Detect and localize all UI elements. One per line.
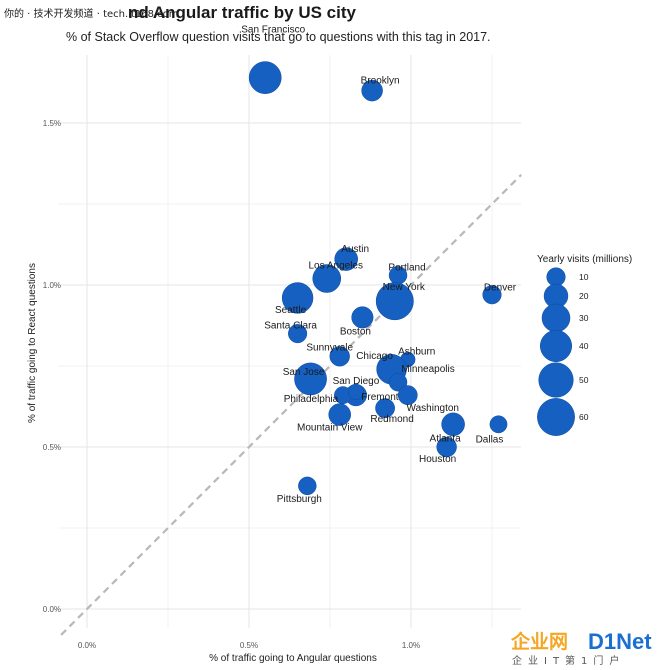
legend-bubble-60 bbox=[537, 398, 575, 436]
x-tick-label-0: 0.0% bbox=[78, 641, 96, 650]
label-seattle: Seattle bbox=[275, 305, 307, 316]
label-ashburn: Ashburn bbox=[398, 347, 435, 358]
city-labels: San Francisco Brooklyn Austin Portland Los A… bbox=[241, 25, 517, 505]
y-tick-label-3: 1.5% bbox=[43, 119, 61, 128]
bubble-sunnyvale bbox=[329, 346, 350, 367]
legend-label-20: 20 bbox=[579, 291, 589, 301]
label-santa-clara: Santa Clara bbox=[264, 321, 317, 332]
y-tick-label-2: 1.0% bbox=[43, 281, 61, 290]
label-los-angeles: Los Angeles bbox=[309, 261, 364, 272]
label-san-jose: San Jose bbox=[283, 367, 325, 378]
bubble-san-jose bbox=[294, 362, 327, 396]
legend: Yearly visits (millions) 10 20 30 40 50 60 bbox=[537, 254, 632, 436]
logo-net-text: D1Net bbox=[588, 629, 652, 654]
label-houston: Houston bbox=[419, 454, 456, 465]
label-philadelphia: Philadelphia bbox=[284, 394, 339, 405]
x-tick-label-1: 0.5% bbox=[240, 641, 258, 650]
y-tick-label-0: 0.0% bbox=[43, 605, 61, 614]
bubble-dallas bbox=[489, 415, 508, 434]
label-san-francisco: San Francisco bbox=[241, 25, 305, 36]
legend-label-30: 30 bbox=[579, 313, 589, 323]
legend-label-10: 10 bbox=[579, 272, 589, 282]
axis-ticks: 0.0% 0.5% 1.0% 0.0% 0.5% 1.0% 1.5% bbox=[43, 119, 420, 650]
legend-bubble-30 bbox=[541, 303, 571, 333]
bubbles bbox=[248, 61, 508, 496]
label-minneapolis: Minneapolis bbox=[401, 364, 454, 375]
label-new-york: New York bbox=[383, 282, 426, 293]
logo-sub-text: 企业IT第1门户 bbox=[512, 654, 625, 667]
bubble-brooklyn bbox=[361, 79, 383, 102]
bubble-houston bbox=[436, 436, 457, 458]
x-tick-label-2: 1.0% bbox=[402, 641, 420, 650]
label-denver: Denver bbox=[484, 283, 517, 294]
label-brooklyn: Brooklyn bbox=[361, 76, 400, 87]
chart-title: nd Angular traffic by US city bbox=[128, 3, 357, 22]
bubble-mountain-view bbox=[328, 403, 351, 426]
bubble-seattle bbox=[281, 282, 314, 314]
chart-subtitle: % of Stack Overflow question visits that… bbox=[66, 30, 491, 44]
legend-title: Yearly visits (millions) bbox=[537, 254, 632, 265]
legend-label-60: 60 bbox=[579, 412, 589, 422]
bubble-boston bbox=[351, 306, 374, 329]
label-san-diego: San Diego bbox=[333, 376, 380, 387]
legend-bubble-10 bbox=[546, 267, 566, 287]
legend-bubble-40 bbox=[539, 329, 573, 363]
bubble-new-york bbox=[375, 282, 414, 321]
bubble-denver bbox=[482, 285, 502, 305]
label-portland: Portland bbox=[388, 262, 425, 273]
bubble-san-francisco bbox=[248, 61, 282, 94]
bubble-pittsburgh bbox=[298, 476, 317, 496]
label-boston: Boston bbox=[340, 326, 371, 337]
label-sunnyvale: Sunnyvale bbox=[306, 342, 353, 353]
label-redmond: Redmond bbox=[370, 414, 413, 425]
bubble-austin bbox=[334, 247, 358, 271]
x-axis-label: % of traffic going to Angular questions bbox=[209, 653, 377, 664]
bubble-redmond bbox=[375, 398, 395, 418]
legend-label-50: 50 bbox=[579, 375, 589, 385]
legend-label-40: 40 bbox=[579, 341, 589, 351]
logo-main-text: 企业网 bbox=[510, 630, 568, 653]
label-pittsburgh: Pittsburgh bbox=[277, 494, 322, 505]
label-fremont: Fremont bbox=[361, 392, 398, 403]
y-axis-label: % of traffic going to React questions bbox=[27, 263, 38, 423]
label-washington: Washington bbox=[407, 403, 459, 414]
bubble-atlanta bbox=[441, 412, 465, 437]
bubble-minneapolis bbox=[388, 373, 408, 392]
y-tick-label-1: 0.5% bbox=[43, 443, 61, 452]
bubble-los-angeles bbox=[312, 264, 342, 293]
legend-bubble-50 bbox=[538, 362, 574, 398]
bubble-santa-clara bbox=[288, 324, 308, 344]
bubble-fremont bbox=[347, 383, 364, 400]
d1net-logo: 企业网 D1Net 企业IT第1门户 bbox=[510, 629, 652, 667]
label-austin: Austin bbox=[341, 244, 369, 255]
label-chicago: Chicago bbox=[356, 351, 393, 362]
label-atlanta: Atlanta bbox=[430, 433, 462, 444]
grid bbox=[58, 55, 521, 628]
bubble-washington bbox=[397, 385, 418, 406]
label-mountain-view: Mountain View bbox=[297, 423, 363, 434]
label-dallas: Dallas bbox=[476, 434, 504, 445]
watermark-text: 你的 · 技术开发频道 · tech.it168.com bbox=[4, 7, 178, 20]
reference-line-y-equals-x bbox=[60, 174, 522, 636]
